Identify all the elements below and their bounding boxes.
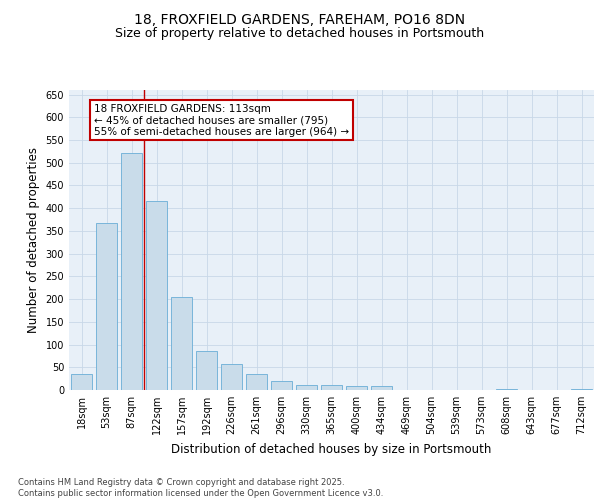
Bar (96, 223, 117, 390)
Bar (321, 386, 342, 390)
X-axis label: Distribution of detached houses by size in Portsmouth: Distribution of detached houses by size … (172, 442, 491, 456)
Bar (296, 386, 317, 390)
Bar (221, 364, 242, 390)
Text: 18 FROXFIELD GARDENS: 113sqm
← 45% of detached houses are smaller (795)
55% of s: 18 FROXFIELD GARDENS: 113sqm ← 45% of de… (94, 104, 349, 137)
Bar (571, 388, 592, 390)
Bar (371, 386, 392, 390)
Bar (271, 381, 292, 390)
Bar (196, 352, 217, 390)
Text: Size of property relative to detached houses in Portsmouth: Size of property relative to detached ho… (115, 28, 485, 40)
Bar (71, 374, 92, 390)
Bar (496, 388, 517, 390)
Bar (246, 374, 267, 390)
Bar (346, 386, 367, 390)
Bar (121, 152, 142, 390)
Bar (171, 297, 192, 390)
Y-axis label: Number of detached properties: Number of detached properties (27, 147, 40, 333)
Text: 18, FROXFIELD GARDENS, FAREHAM, PO16 8DN: 18, FROXFIELD GARDENS, FAREHAM, PO16 8DN (134, 12, 466, 26)
Bar (146, 201, 167, 390)
Text: Contains HM Land Registry data © Crown copyright and database right 2025.
Contai: Contains HM Land Registry data © Crown c… (18, 478, 383, 498)
